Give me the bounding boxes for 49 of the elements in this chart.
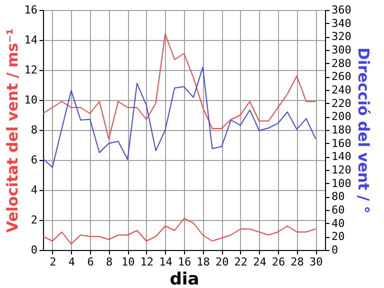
y-tick-label: 6 bbox=[30, 154, 38, 166]
x-tick-label: 30 bbox=[309, 256, 323, 268]
x-tick-label: 2 bbox=[50, 256, 56, 268]
y2-tick-label: 60 bbox=[332, 204, 345, 216]
y2-tick-label: 80 bbox=[332, 190, 345, 204]
x-tick-label: 14 bbox=[159, 256, 173, 268]
x-tick-label: 10 bbox=[121, 256, 135, 268]
y2-tick-label: 280 bbox=[332, 56, 352, 70]
y-tick-label: 10 bbox=[24, 94, 38, 106]
y2-tick-label: 180 bbox=[332, 124, 352, 136]
y-tick-label: 8 bbox=[30, 124, 38, 136]
y-axis-title: Velocitat del vent / ms⁻¹ bbox=[3, 28, 22, 233]
y2-tick-label: 160 bbox=[332, 136, 352, 150]
y2-tick-label: 340 bbox=[332, 16, 352, 30]
y2-tick-label: 120 bbox=[332, 164, 352, 176]
x-tick-label: 6 bbox=[87, 256, 94, 268]
y2-tick-label: 260 bbox=[332, 70, 352, 84]
x-tick-label: 18 bbox=[196, 256, 210, 268]
x-tick-label: 22 bbox=[234, 256, 248, 268]
y-tick-label: 16 bbox=[24, 4, 38, 16]
y2-tick-label: 100 bbox=[332, 176, 352, 190]
x-axis-title: dia bbox=[170, 270, 200, 288]
x-tick-label: 20 bbox=[215, 256, 229, 268]
y2-tick-label: 320 bbox=[332, 30, 352, 44]
y2-tick-label: 220 bbox=[332, 96, 352, 110]
x-tick-label: 4 bbox=[68, 256, 76, 268]
x-tick-label: 24 bbox=[253, 256, 267, 268]
y2-tick-label: 20 bbox=[332, 230, 345, 244]
line-series bbox=[43, 66, 316, 168]
y2-tick-label: 0 bbox=[332, 244, 338, 256]
line-series bbox=[43, 34, 316, 140]
y2-tick-label: 240 bbox=[332, 84, 352, 96]
y2-tick-label: 300 bbox=[332, 44, 352, 56]
x-tick-label: 16 bbox=[178, 256, 192, 268]
line-series bbox=[43, 218, 316, 244]
y2-tick-label: 200 bbox=[332, 110, 352, 124]
x-tick-label: 12 bbox=[140, 256, 154, 268]
y-tick-label: 14 bbox=[24, 34, 38, 46]
y2-axis-title: Direcció del vent / ° bbox=[354, 47, 372, 214]
y-tick-label: 4 bbox=[30, 184, 38, 196]
y2-tick-label: 40 bbox=[332, 216, 345, 230]
x-tick-label: 26 bbox=[272, 256, 286, 268]
x-tick-label: 8 bbox=[106, 256, 113, 268]
y2-tick-label: 360 bbox=[332, 4, 352, 16]
y2-tick-label: 140 bbox=[332, 150, 352, 164]
y-tick-label: 0 bbox=[30, 244, 38, 256]
y-tick-label: 2 bbox=[30, 214, 38, 226]
y-tick-label: 12 bbox=[24, 64, 38, 76]
x-tick-label: 28 bbox=[290, 256, 304, 268]
